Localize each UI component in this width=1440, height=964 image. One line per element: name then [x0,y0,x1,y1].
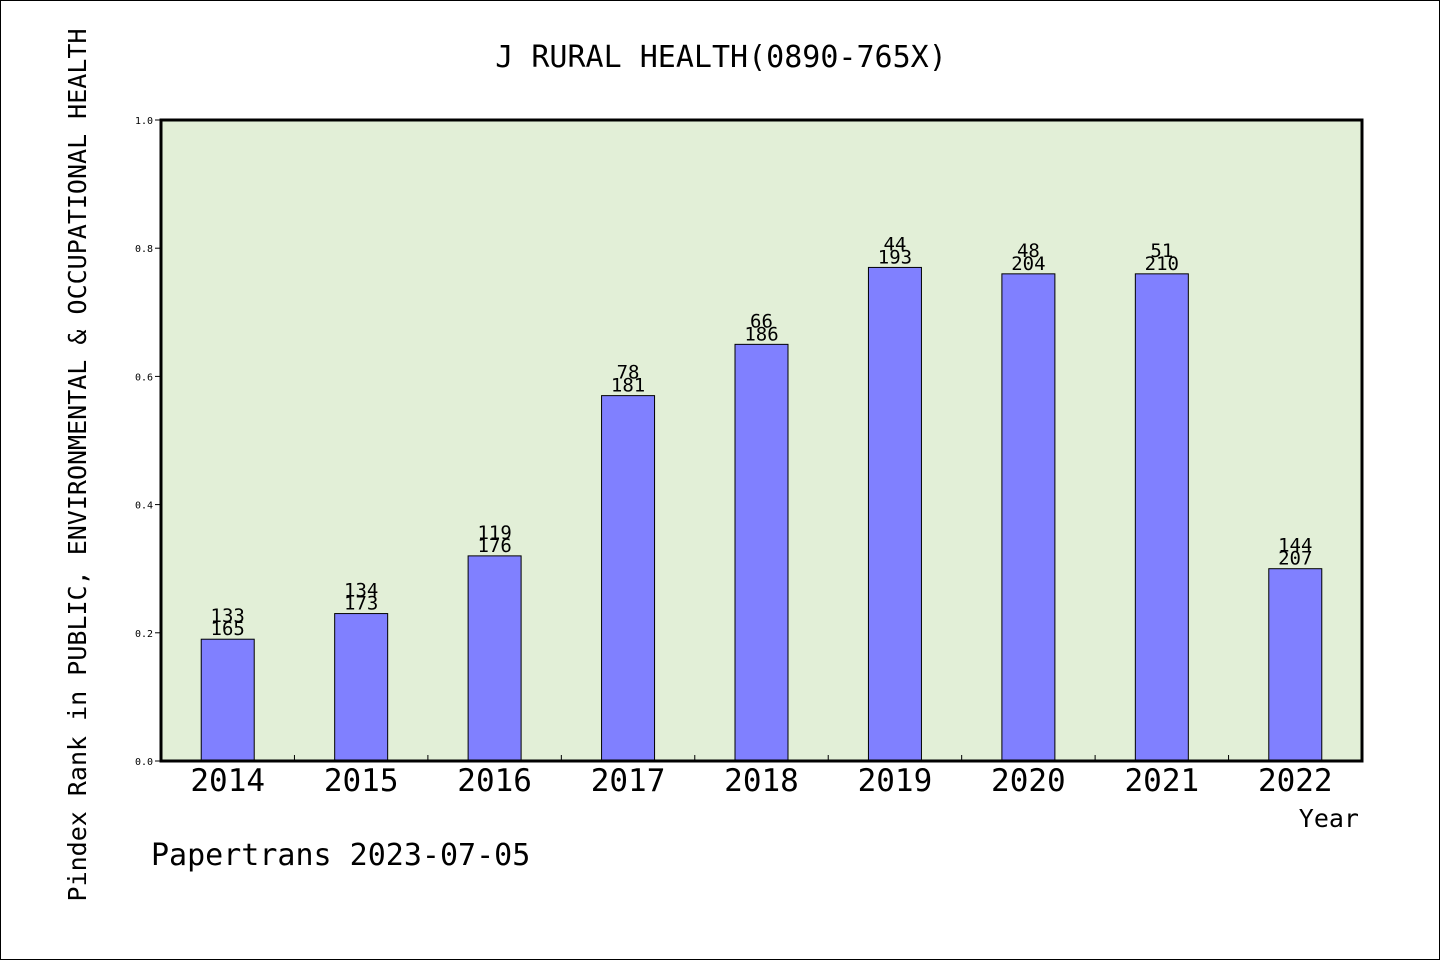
chart-title: J RURAL HEALTH(0890-765X) [495,40,947,75]
bar-rank-label: 134 [344,580,378,602]
bar-rank-label: 144 [1278,535,1312,557]
bar-2017 [601,395,656,762]
x-tick-label: 2020 [991,763,1066,799]
bar-rank-label: 119 [477,522,511,544]
bar-2014 [200,638,255,762]
bar-total-label: 204 [1011,253,1045,275]
y-axis-label: Pindex Rank in PUBLIC, ENVIRONMENTAL & O… [63,29,92,902]
x-tick-label: 2017 [591,763,666,799]
x-tick-label: 2015 [324,763,399,799]
bar-2021 [1134,273,1189,762]
bar-total-label: 176 [477,535,511,557]
bar-2022 [1268,568,1323,762]
bar-2019 [867,266,922,762]
footer-credit: Papertrans 2023-07-05 [151,838,530,873]
bar-rank-label: 133 [211,605,245,627]
bar-rank-label: 51 [1150,240,1173,262]
bar-2016 [467,555,522,762]
y-tick-label: 0.0 [135,757,153,768]
bar-total-label: 181 [611,375,645,397]
y-tick-label: 0.4 [135,501,153,512]
y-tick-label: 0.8 [135,244,153,255]
bar-rank-label: 66 [750,310,773,332]
x-tick-label: 2014 [190,763,265,799]
bar-rank-label: 48 [1017,240,1040,262]
y-tick-label: 0.6 [135,372,153,383]
x-tick-label: 2018 [724,763,799,799]
bar-total-label: 173 [344,593,378,615]
bar-total-label: 210 [1145,253,1179,275]
x-tick-label: 2019 [858,763,933,799]
bar-total-label: 165 [211,618,245,640]
bar-total-label: 207 [1278,548,1312,570]
bar-rank-label: 44 [883,233,906,255]
plot-border [159,118,1364,763]
bar-total-label: 193 [878,246,912,268]
x-tick-label: 2021 [1125,763,1200,799]
x-tick-label: 2022 [1258,763,1333,799]
bar-2015 [334,613,389,762]
bar-total-label: 186 [744,323,778,345]
y-tick-label: 1.0 [135,116,153,127]
x-tick-label: 2016 [457,763,532,799]
bar-rank-label: 78 [617,362,640,384]
bar-2020 [1001,273,1056,762]
x-axis-label: Year [1299,804,1359,833]
bar-2018 [734,343,789,762]
y-tick-label: 0.2 [135,629,153,640]
